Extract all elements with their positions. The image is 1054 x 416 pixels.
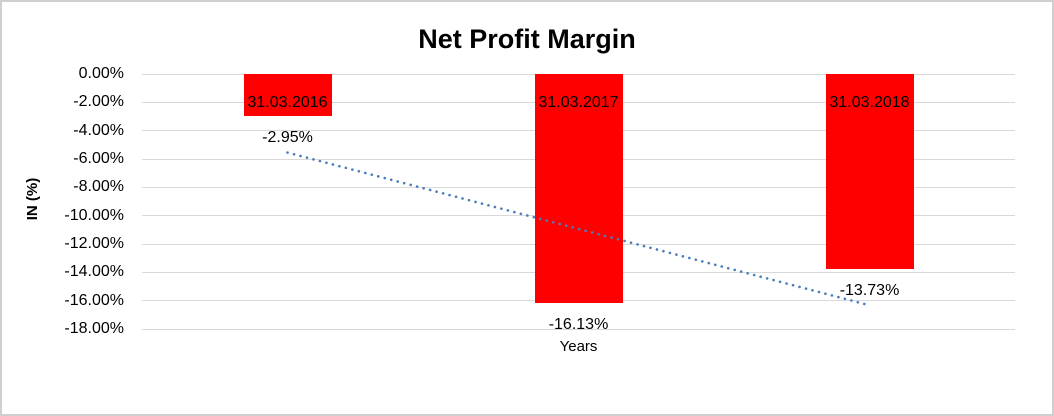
category-label: 31.03.2017	[538, 94, 619, 111]
category-label: 31.03.2016	[247, 94, 328, 111]
chart-title: Net Profit Margin	[418, 24, 636, 54]
bar	[243, 74, 332, 116]
y-tick-label: 0.00%	[78, 65, 124, 82]
y-tick-label: -4.00%	[73, 121, 124, 139]
y-tick-label: -18.00%	[64, 320, 124, 337]
gridline	[142, 328, 1015, 330]
y-tick-label: -8.00%	[73, 178, 124, 196]
y-tick-label: -2.00%	[73, 93, 124, 111]
value-label: -16.13%	[548, 315, 609, 333]
value-label: -2.95%	[262, 128, 313, 146]
y-tick-label: -10.00%	[64, 206, 124, 224]
y-tick-label: -12.00%	[64, 235, 124, 252]
category-label: 31.03.2018	[829, 94, 910, 111]
y-tick-label: -6.00%	[73, 150, 124, 167]
x-axis-title: Years	[559, 338, 598, 355]
y-tick-label: -14.00%	[64, 263, 124, 281]
y-tick-label: -16.00%	[64, 291, 124, 309]
value-label: -13.73%	[839, 281, 900, 299]
